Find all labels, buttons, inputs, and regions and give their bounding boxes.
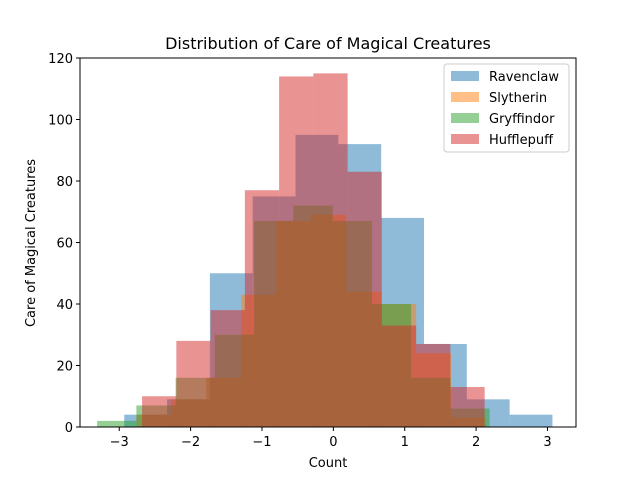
x-tick-label: −3: [110, 435, 129, 450]
y-axis-label: Care of Magical Creatures: [24, 159, 39, 327]
legend-label-hufflepuff: Hufflepuff: [489, 133, 554, 148]
legend-swatch-slytherin: [451, 92, 479, 102]
legend: Ravenclaw Slytherin Gryffindor Hufflepuff: [443, 63, 570, 153]
legend-label-ravenclaw: Ravenclaw: [489, 70, 559, 85]
legend-label-slytherin: Slytherin: [489, 91, 547, 106]
y-tick-label: 80: [56, 175, 73, 190]
legend-swatch-ravenclaw: [451, 71, 479, 81]
bar-hufflepuff: [244, 190, 280, 427]
legend-items: Ravenclaw Slytherin Gryffindor Hufflepuff: [451, 70, 559, 148]
bar-hufflepuff: [381, 325, 417, 427]
x-axis-label: Count: [309, 456, 348, 471]
bar-ravenclaw: [509, 414, 553, 427]
x-axis-ticks: −3 −2 −1 0 1 2 3: [110, 427, 552, 450]
x-tick-label: −2: [181, 435, 200, 450]
bars-layer: [97, 73, 553, 427]
legend-frame: [443, 63, 570, 153]
bar-hufflepuff: [279, 76, 314, 427]
x-tick-label: 3: [543, 435, 551, 450]
bar-hufflepuff: [210, 310, 245, 427]
bar-gryffindor: [97, 420, 137, 427]
y-tick-label: 0: [65, 421, 73, 436]
y-axis-ticks: 0 20 40 60 80 100 120: [48, 52, 80, 436]
series-hufflepuff: [142, 73, 485, 427]
bar-hufflepuff: [416, 343, 451, 427]
y-tick-label: 40: [56, 298, 73, 313]
legend-swatch-hufflepuff: [451, 134, 479, 144]
x-tick-label: 2: [472, 435, 480, 450]
legend-swatch-gryffindor: [451, 113, 479, 123]
bar-hufflepuff: [176, 340, 211, 427]
x-tick-label: −1: [252, 435, 271, 450]
chart-title: Distribution of Care of Magical Creature…: [165, 34, 491, 53]
y-tick-label: 60: [56, 237, 73, 252]
y-tick-label: 120: [48, 52, 73, 67]
bar-hufflepuff: [450, 387, 485, 427]
x-tick-label: 0: [329, 435, 337, 450]
bar-hufflepuff: [313, 73, 348, 427]
y-tick-label: 20: [56, 360, 73, 375]
x-tick-label: 1: [401, 435, 409, 450]
bar-hufflepuff: [142, 396, 177, 427]
y-tick-label: 100: [48, 114, 73, 129]
bar-hufflepuff: [347, 171, 382, 427]
legend-label-gryffindor: Gryffindor: [489, 112, 555, 127]
